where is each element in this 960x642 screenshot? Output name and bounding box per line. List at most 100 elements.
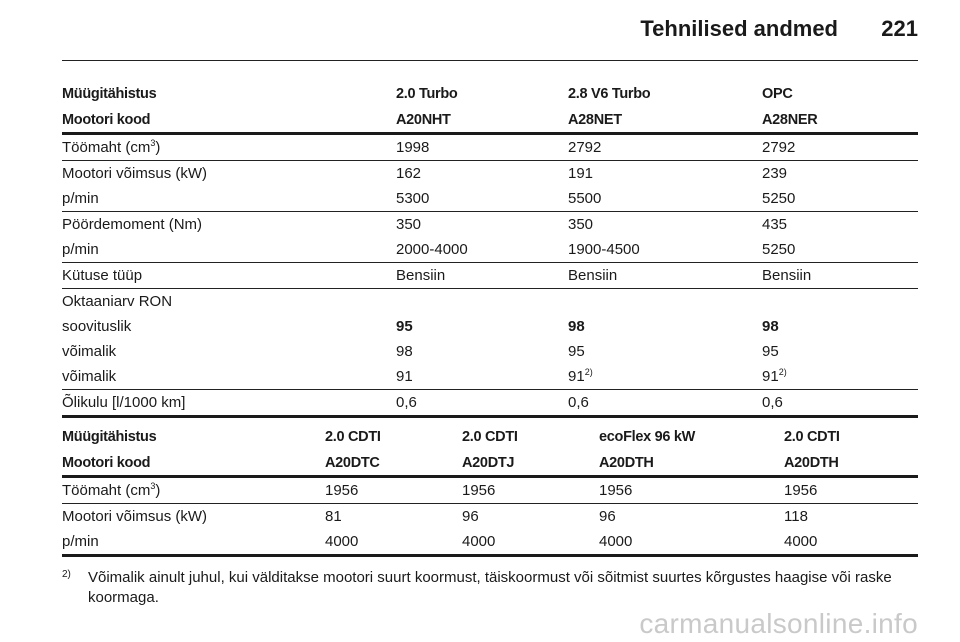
table-cell: 1956: [784, 476, 918, 504]
table-cell: 98: [568, 318, 585, 335]
engine-code: A28NET: [568, 108, 762, 135]
table-cell: 118: [784, 508, 808, 525]
table-cell: 1956: [462, 476, 599, 504]
table-cell: 95: [396, 318, 413, 335]
row-label: soovituslik: [62, 318, 132, 335]
table-cell: 98: [396, 343, 413, 360]
diesel-engine-table: Müügitähistus 2.0 CDTI 2.0 CDTI ecoFlex …: [62, 421, 918, 557]
table-cell: 2000-4000: [396, 237, 568, 263]
watermark: carmanualsonline.info: [639, 608, 918, 639]
footnote-mark: 2): [62, 569, 71, 580]
row-label: p/min: [62, 186, 396, 212]
table-cell: 96: [599, 508, 616, 525]
model-name: 2.0 CDTI: [325, 429, 381, 445]
petrol-engine-table: Müügitähistus 2.0 Turbo 2.8 V6 Turbo OPC…: [62, 78, 918, 418]
table-cell: 2792: [762, 133, 918, 161]
row-label: Töömaht (cm3): [62, 476, 325, 504]
table-cell: 350: [568, 216, 594, 233]
engine-code: A20DTJ: [462, 451, 599, 478]
table-row: Mootori kood A20NHT A28NET A28NER: [62, 108, 918, 135]
table-cell: 0,6: [762, 389, 918, 418]
table-row: soovituslik 95 98 98: [62, 314, 918, 339]
table-cell: 5500: [568, 186, 762, 212]
table-cell: 5250: [762, 237, 918, 263]
row-label: võimalik: [62, 343, 117, 360]
table-cell: 1956: [599, 476, 784, 504]
table-cell: Bensiin: [568, 262, 762, 289]
row-label: Õlikulu [l/1000 km]: [62, 389, 396, 418]
table-cell: 912): [762, 364, 918, 390]
engine-code: A20DTH: [599, 451, 784, 478]
row-label: Kütuse tüüp: [62, 262, 396, 289]
model-name: ecoFlex 96 kW: [599, 429, 696, 445]
engine-code: A28NER: [762, 108, 918, 135]
table-cell: 1900-4500: [568, 237, 762, 263]
page-title: Tehnilised andmed: [640, 16, 838, 41]
table-row: p/min 4000 4000 4000 4000: [62, 529, 918, 557]
model-name: OPC: [762, 86, 793, 102]
row-label: Mootori võimsus (kW): [62, 508, 208, 525]
table-row: Müügitähistus 2.0 Turbo 2.8 V6 Turbo OPC: [62, 78, 918, 108]
table-cell: 191: [568, 165, 594, 182]
table-cell: Bensiin: [396, 262, 568, 289]
page-header: Tehnilised andmed 221: [62, 0, 918, 61]
table-row: Oktaaniarv RON: [62, 289, 918, 315]
table-cell: Bensiin: [762, 262, 918, 289]
table-cell: 912): [568, 364, 762, 390]
table-row: Mootori võimsus (kW) 162 191 239: [62, 161, 918, 187]
row-label: Pöördemoment (Nm): [62, 216, 203, 233]
footnote: 2) Võimalik ainult juhul, kui välditakse…: [62, 568, 918, 608]
row-label: Töömaht (cm3): [62, 133, 396, 161]
table-cell: 4000: [462, 529, 599, 557]
table-cell: 1998: [396, 133, 568, 161]
row-label: Oktaaniarv RON: [62, 293, 173, 310]
table-cell: 95: [762, 343, 779, 360]
row-label: p/min: [62, 237, 396, 263]
row-label: võimalik: [62, 364, 396, 390]
engine-code-label: Mootori kood: [62, 451, 325, 478]
footnote-text: Võimalik ainult juhul, kui välditakse mo…: [88, 569, 892, 606]
table-row: võimalik 98 95 95: [62, 339, 918, 364]
model-name: 2.0 Turbo: [396, 86, 458, 102]
row-label: p/min: [62, 529, 325, 557]
table-row: Õlikulu [l/1000 km] 0,6 0,6 0,6: [62, 389, 918, 418]
table-row: p/min 5300 5500 5250: [62, 186, 918, 212]
model-name: 2.0 CDTI: [784, 429, 840, 445]
row-label: Mootori võimsus (kW): [62, 165, 208, 182]
table-cell: 81: [325, 508, 342, 525]
model-name: 2.8 V6 Turbo: [568, 86, 651, 102]
table-cell: 96: [462, 508, 479, 525]
table-cell: 91: [396, 364, 568, 390]
table-cell: 98: [762, 318, 779, 335]
table-cell: 4000: [325, 529, 462, 557]
footnote-ref: 2): [584, 367, 593, 377]
table-cell: 1956: [325, 476, 462, 504]
table-row: Mootori võimsus (kW) 81 96 96 118: [62, 504, 918, 530]
table-row: Mootori kood A20DTC A20DTJ A20DTH A20DTH: [62, 451, 918, 478]
engine-code: A20NHT: [396, 108, 568, 135]
table-cell: 435: [762, 216, 788, 233]
table-row: Müügitähistus 2.0 CDTI 2.0 CDTI ecoFlex …: [62, 421, 918, 451]
page-number: 221: [881, 16, 918, 41]
table-cell: 162: [396, 165, 422, 182]
table-cell: 0,6: [568, 389, 762, 418]
table-cell: 2792: [568, 133, 762, 161]
table-row: Pöördemoment (Nm) 350 350 435: [62, 212, 918, 238]
table-cell: 4000: [784, 529, 918, 557]
table-row: Töömaht (cm3) 1998 2792 2792: [62, 133, 918, 161]
table-cell: 4000: [599, 529, 784, 557]
table-row: Kütuse tüüp Bensiin Bensiin Bensiin: [62, 262, 918, 289]
table-cell: 239: [762, 165, 788, 182]
table-cell: 5250: [762, 186, 918, 212]
table-row: p/min 2000-4000 1900-4500 5250: [62, 237, 918, 263]
engine-code-label: Mootori kood: [62, 108, 396, 135]
table-row: Töömaht (cm3) 1956 1956 1956 1956: [62, 476, 918, 504]
table-cell: 0,6: [396, 389, 568, 418]
model-name: 2.0 CDTI: [462, 429, 518, 445]
footnote-ref: 2): [778, 367, 787, 377]
engine-code: A20DTH: [784, 451, 918, 478]
table-cell: 350: [396, 216, 422, 233]
sales-designation-label: Müügitähistus: [62, 86, 157, 102]
sales-designation-label: Müügitähistus: [62, 429, 157, 445]
table-cell: 5300: [396, 186, 568, 212]
